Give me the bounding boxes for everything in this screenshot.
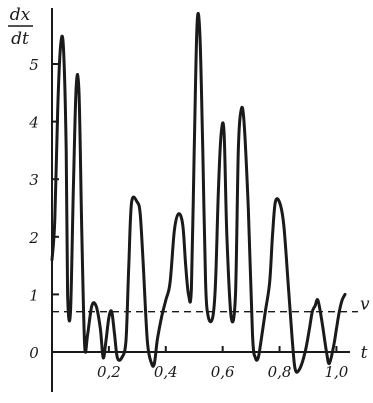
- x-ticks: 0,2 0,4 0,6 0,8 1,0: [97, 346, 349, 381]
- y-tick: 4: [28, 114, 59, 132]
- x-tick-label: 0,6: [211, 363, 235, 381]
- x-tick: 0,4: [154, 346, 178, 381]
- reference-line-group: v: [52, 295, 370, 315]
- x-tick-label: 1,0: [325, 363, 349, 381]
- y-tick: 0: [29, 344, 59, 362]
- y-tick: 5: [29, 56, 59, 74]
- x-axis-label: t: [361, 343, 368, 363]
- y-tick-label: 4: [28, 114, 39, 132]
- x-tick: 0,6: [211, 346, 235, 381]
- reference-line-label: v: [360, 295, 370, 315]
- y-tick-label: 5: [29, 56, 39, 74]
- series-points: [51, 22, 347, 371]
- x-tick-label: 0,4: [154, 363, 178, 381]
- y-axis-label: dx dt: [8, 5, 33, 49]
- x-tick-label: 0,8: [268, 363, 292, 381]
- x-tick: 1,0: [325, 346, 349, 381]
- x-tick: 0,8: [268, 346, 292, 381]
- y-ticks: 0 1 2 3 4 5: [28, 56, 59, 362]
- y-tick-label: 3: [29, 171, 39, 189]
- x-tick-label: 0,2: [97, 363, 121, 381]
- y-axis-label-denominator: dt: [11, 29, 29, 49]
- y-tick-label: 1: [29, 286, 39, 304]
- series-curve: [50, 11, 347, 374]
- y-tick-label: 2: [28, 229, 39, 247]
- y-axis-label-numerator: dx: [10, 5, 31, 25]
- y-tick-label: 0: [29, 344, 39, 362]
- y-tick: 1: [29, 286, 59, 304]
- x-tick: 0,2: [97, 346, 121, 381]
